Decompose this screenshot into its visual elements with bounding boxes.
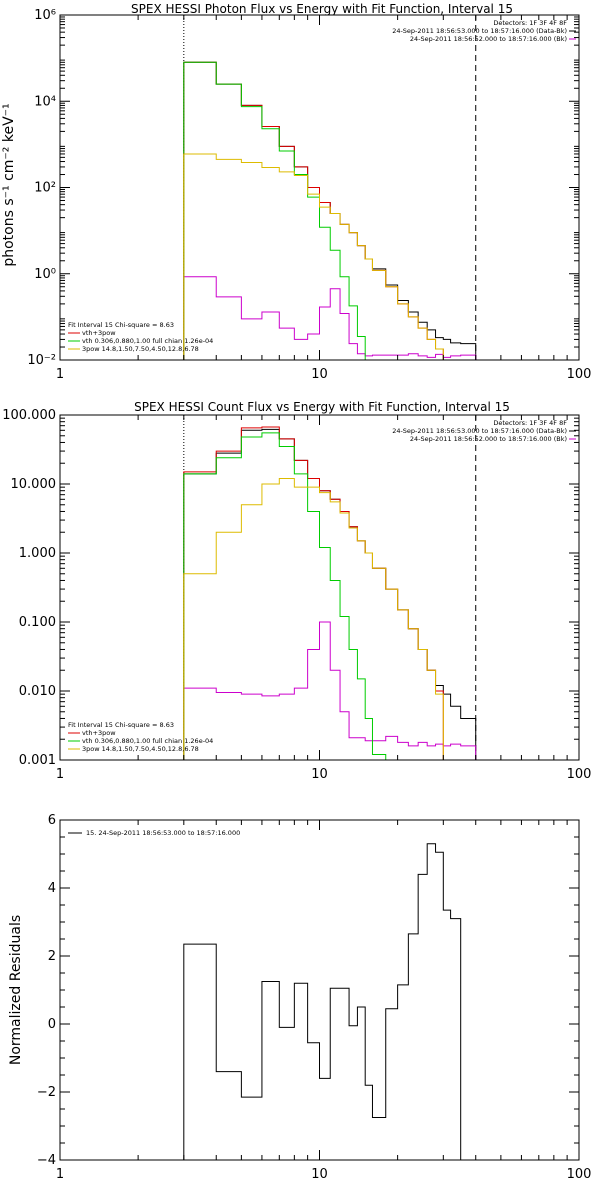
count-series-vth (183, 432, 387, 760)
count-series-3pow (183, 478, 444, 760)
count-y-tick-label: 0.001 (19, 753, 56, 768)
count-x-tick-label: 10 (311, 767, 328, 782)
residuals-y-tick-label: 6 (48, 813, 56, 828)
photon-legend-top-entry: 24-Sep-2011 18:56:52.000 to 18:57:16.000… (410, 35, 567, 43)
count-legend-top-entry: Detectors: 1F 3F 4F 8F (493, 419, 567, 427)
residuals-y-tick-label: −2 (37, 1085, 56, 1100)
count-x-tick-label: 1 (56, 767, 64, 782)
count-panel-title: SPEX HESSI Count Flux vs Energy with Fit… (134, 400, 510, 414)
count-legend-bottom-entry: 3pow 14.8,1.50,7.50,4.50,12.8,6.78 (82, 745, 199, 753)
count-flux-panel: SPEX HESSI Count Flux vs Energy with Fit… (2, 400, 591, 782)
count-series-data-bk (183, 428, 477, 760)
count-y-tick-label: 100.000 (2, 408, 56, 423)
photon-y-tick-label: 10⁶ (34, 8, 56, 23)
photon-y-tick-label: 10⁻² (27, 353, 56, 368)
residuals-plot-frame (59, 819, 580, 1161)
count-legend-bottom-entry: vth+3pow (82, 729, 116, 737)
residuals-panel: 1 10 100 −4 −2 0 2 4 6 15. 24-Sep-2011 18:56:53.… (8, 813, 591, 1182)
photon-flux-panel: SPEX HESSI Photon Flux vs Energy with Fi… (1, 2, 591, 382)
photon-y-axis-label: photons s⁻¹ cm⁻² keV⁻¹ (1, 103, 17, 266)
photon-legend-bottom-entry: 3pow 14.8,1.50,7.50,4.50,12.8,6.78 (82, 345, 199, 353)
count-y-tick-label: 0.100 (19, 615, 56, 630)
count-legend-top-entry: 24-Sep-2011 18:56:53.000 to 18:57:16.000… (392, 427, 567, 435)
residuals-y-tick-label: −4 (37, 1153, 56, 1168)
residuals-y-axis-label: Normalized Residuals (8, 915, 24, 1065)
residuals-y-tick-label: 4 (48, 881, 56, 896)
count-legend-bottom-entry: vth 0.306,0.880,1.00 full chian 1.26e-04 (82, 737, 213, 745)
photon-legend-bottom-entry: vth+3pow (82, 329, 116, 337)
count-series-bk (183, 621, 477, 760)
photon-legend-bottom-entry: vth 0.306,0.880,1.00 full chian 1.26e-04 (82, 337, 213, 345)
photon-y-tick-label: 10⁴ (34, 94, 56, 109)
photon-series-3pow (183, 153, 444, 360)
photon-series-vth-3pow (183, 61, 444, 360)
count-series-vth-3pow (183, 426, 444, 760)
residuals-x-tick-label: 10 (311, 1167, 328, 1182)
residuals-x-tick-label: 100 (567, 1167, 592, 1182)
count-legend-bottom-entry: Fit Interval 15 Chi-square = 8.63 (68, 721, 174, 729)
photon-legend-top-entry: 24-Sep-2011 18:56:53.000 to 18:57:16.000… (392, 27, 567, 35)
residuals-x-tick-label: 1 (56, 1167, 64, 1182)
photon-legend-bottom-entry: Fit Interval 15 Chi-square = 8.63 (68, 321, 174, 329)
residuals-y-tick-label: 0 (48, 1017, 56, 1032)
photon-panel-title: SPEX HESSI Photon Flux vs Energy with Fi… (131, 2, 513, 16)
photon-x-tick-label: 100 (567, 367, 592, 382)
photon-legend-top-entry: Detectors: 1F 3F 4F 8F (493, 19, 567, 27)
count-y-tick-label: 1.000 (19, 546, 56, 561)
count-x-tick-label: 100 (567, 767, 592, 782)
photon-y-tick-label: 10² (34, 181, 56, 196)
photon-x-tick-label: 10 (311, 367, 328, 382)
residuals-series-15-24-sep-2011-18-56-53-000-to-18-57-16-000 (183, 843, 462, 1160)
residuals-legend-entry: 15. 24-Sep-2011 18:56:53.000 to 18:57:16… (86, 829, 240, 837)
photon-series-vth (183, 61, 366, 360)
residuals-y-tick-label: 2 (48, 949, 56, 964)
count-y-tick-label: 10.000 (11, 477, 57, 492)
count-plot-frame (59, 414, 580, 761)
photon-x-tick-label: 1 (56, 367, 64, 382)
count-legend-top-entry: 24-Sep-2011 18:56:52.000 to 18:57:16.000… (410, 435, 567, 443)
photon-series-bk (183, 276, 477, 360)
count-y-tick-label: 0.010 (19, 684, 56, 699)
photon-y-tick-label: 10⁰ (34, 267, 56, 282)
